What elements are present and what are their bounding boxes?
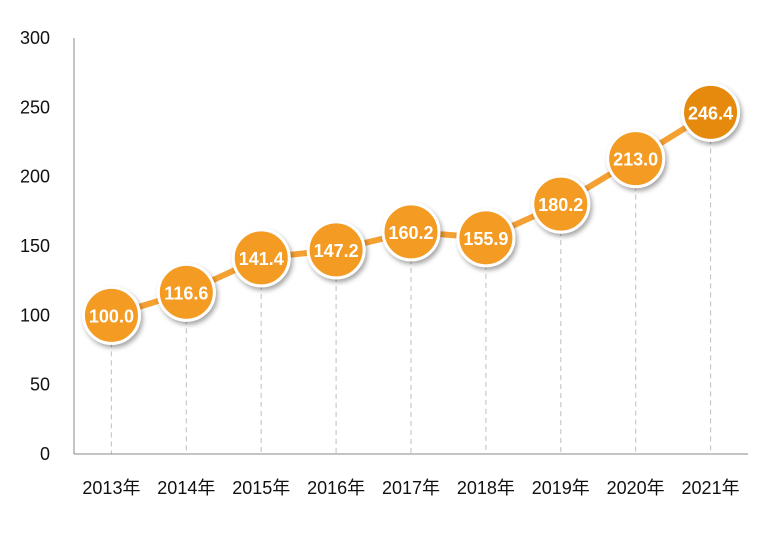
x-tick-label: 2014年 <box>157 478 215 498</box>
y-tick-label: 300 <box>20 28 50 48</box>
x-tick-label: 2020年 <box>607 478 665 498</box>
data-markers: 100.0 116.6 141.4 147.2 160.2 155.9 180.2 213.0… <box>81 82 741 345</box>
data-label: 246.4 <box>688 103 733 123</box>
y-axis: 0 50 100 150 200 250 300 <box>20 28 75 464</box>
data-label: 180.2 <box>538 195 583 215</box>
x-tick-label: 2018年 <box>457 478 515 498</box>
data-marker <box>381 202 441 262</box>
y-tick-label: 250 <box>20 97 50 117</box>
x-tick-label: 2019年 <box>532 478 590 498</box>
data-label: 213.0 <box>613 150 658 170</box>
data-point: 141.4 <box>231 228 291 288</box>
data-label: 147.2 <box>314 241 359 261</box>
y-tick-label: 50 <box>30 375 50 395</box>
data-label: 141.4 <box>239 249 284 269</box>
data-marker <box>531 174 591 234</box>
x-tick-label: 2017年 <box>382 478 440 498</box>
data-marker <box>681 82 741 142</box>
data-point: 160.2 <box>381 202 441 262</box>
data-marker <box>456 208 516 268</box>
data-label: 100.0 <box>89 306 134 326</box>
data-point: 155.9 <box>456 208 516 268</box>
data-point: 147.2 <box>306 220 366 280</box>
data-label: 116.6 <box>164 283 208 303</box>
data-marker <box>81 285 141 345</box>
data-point: 116.6 <box>156 262 216 322</box>
y-tick-label: 150 <box>20 236 50 256</box>
data-point: 100.0 <box>81 285 141 345</box>
x-tick-label: 2013年 <box>82 478 140 498</box>
data-marker <box>606 129 666 189</box>
data-label: 155.9 <box>463 229 508 249</box>
data-marker <box>156 262 216 322</box>
data-label: 160.2 <box>388 223 433 243</box>
data-point: 246.4 <box>681 82 741 142</box>
data-point: 180.2 <box>531 174 591 234</box>
x-tick-label: 2015年 <box>232 478 290 498</box>
x-tick-label: 2016年 <box>307 478 365 498</box>
data-marker <box>306 220 366 280</box>
y-tick-label: 200 <box>20 167 50 187</box>
y-tick-label: 100 <box>20 305 50 325</box>
drop-lines <box>110 112 712 454</box>
data-point: 213.0 <box>606 129 666 189</box>
x-tick-label: 2021年 <box>682 478 740 498</box>
y-tick-label: 0 <box>40 444 50 464</box>
x-axis: 2013年 2014年 2015年 2016年 2017年 2018年 2019年 2020年… <box>74 453 748 498</box>
data-marker <box>231 228 291 288</box>
